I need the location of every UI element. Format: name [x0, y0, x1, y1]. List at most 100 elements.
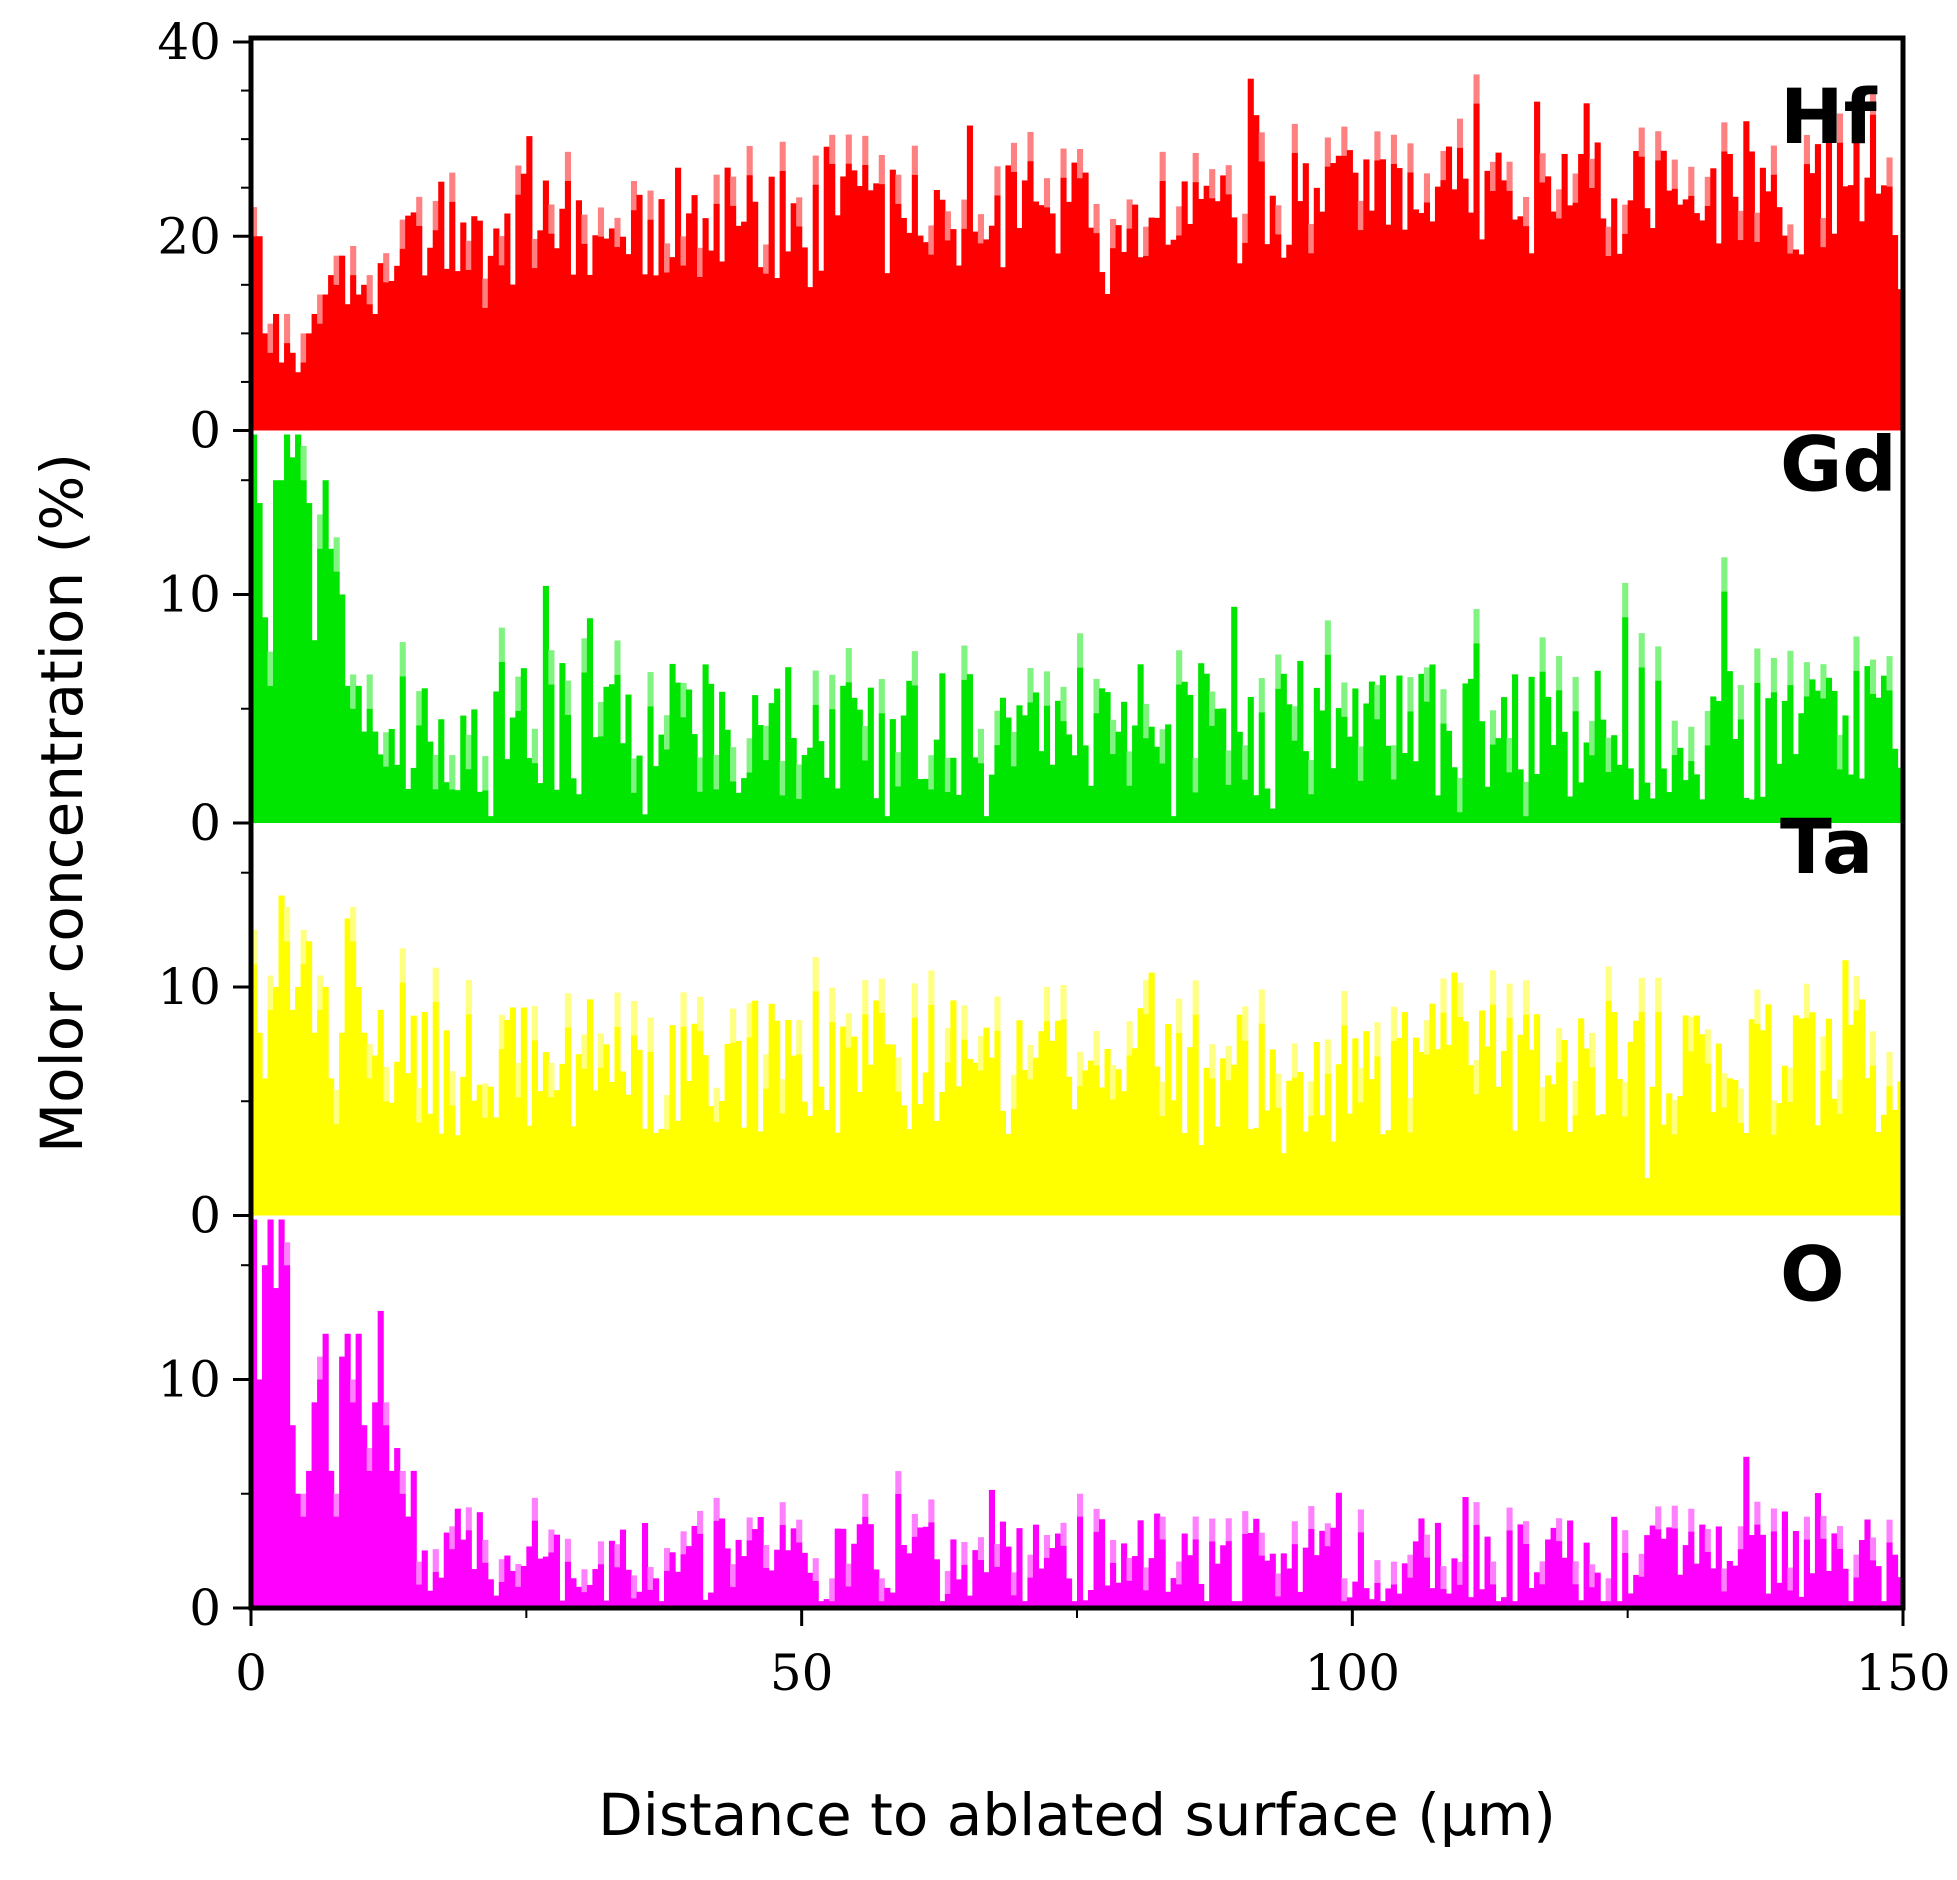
bar-o-max [1423, 1534, 1431, 1558]
bar-ta [1132, 1048, 1139, 1216]
bar-gd [757, 725, 764, 823]
bar-ta-max [1407, 1097, 1414, 1133]
bar-o-max [1803, 1516, 1810, 1540]
bar-ta [289, 1009, 296, 1216]
bar-gd [1126, 785, 1133, 823]
bar-ta [487, 1086, 494, 1216]
bar-ta [1594, 1115, 1601, 1216]
bar-gd [1770, 692, 1777, 823]
bar-ta [361, 1032, 368, 1216]
bar-hf-max [994, 166, 1001, 196]
bar-hf [1385, 224, 1392, 431]
bar-gd [1385, 745, 1392, 823]
bar-hf [994, 195, 1001, 431]
bar-gd [377, 754, 384, 823]
bar-ta [1649, 1086, 1656, 1216]
bar-hf [394, 265, 401, 431]
bar-ta [262, 1078, 269, 1216]
bar-hf [1016, 227, 1023, 431]
bar-o [1346, 1597, 1353, 1608]
bar-o-max [730, 1564, 737, 1588]
bar-ta [394, 1061, 401, 1216]
bar-gd [664, 749, 671, 823]
bar-gd-max [1209, 691, 1216, 726]
bar-ta [1622, 1116, 1629, 1216]
bar-ta-max [1787, 1067, 1794, 1102]
bar-gd [1583, 742, 1590, 823]
bar-o [1451, 1558, 1458, 1608]
bar-gd [1550, 745, 1557, 823]
bar-ta [1886, 1086, 1893, 1216]
bar-hf [1495, 152, 1502, 431]
bar-o [328, 1470, 335, 1608]
bar-hf [834, 215, 841, 431]
bar-o-max [416, 1561, 423, 1585]
bar-ta [1280, 1153, 1287, 1216]
bar-o [867, 1524, 874, 1608]
bar-hf [1005, 165, 1012, 431]
bar-ta [641, 1128, 649, 1216]
bar-ta [961, 1039, 968, 1216]
bar-o [961, 1564, 968, 1608]
bar-ta-max [515, 1063, 522, 1098]
bar-gd [1886, 690, 1893, 823]
bar-ta [1434, 1049, 1442, 1216]
bar-gd [823, 777, 830, 823]
bar-o-max [944, 1571, 951, 1594]
bar-ta-max [713, 1087, 720, 1123]
bar-hf [856, 186, 863, 431]
bar-ta [680, 1026, 687, 1216]
bar-o-max [862, 1493, 869, 1517]
bar-hf-max [1770, 145, 1777, 175]
bar-gd [829, 709, 836, 823]
bar-o [1556, 1541, 1563, 1608]
bar-ta [1743, 1133, 1750, 1216]
bar-o [1143, 1590, 1150, 1608]
bar-hf-max [1605, 226, 1612, 256]
bar-gd-max [449, 755, 456, 790]
bar-ta-max [895, 1057, 902, 1092]
bar-ta [284, 941, 291, 1216]
bar-o-max [1043, 1535, 1051, 1558]
bar-ta-max [829, 987, 836, 1022]
bar-hf [1825, 141, 1833, 431]
bar-gd [1335, 708, 1342, 823]
bar-o-max [977, 1537, 984, 1560]
bar-gd-max [746, 738, 753, 773]
bar-gd-max [1093, 678, 1100, 714]
bar-ta [1286, 1080, 1293, 1216]
bar-gd [311, 640, 318, 823]
bar-o [317, 1379, 324, 1608]
bar-gd [1176, 684, 1183, 823]
bar-gd [961, 679, 968, 823]
bar-hf [443, 268, 450, 431]
bar-o [443, 1532, 450, 1608]
bar-gd [1572, 711, 1579, 823]
bar-o-max [531, 1497, 538, 1521]
bar-ta-max [1275, 1073, 1282, 1108]
bar-o [1423, 1557, 1431, 1608]
bar-gd [1286, 704, 1293, 823]
bar-ta [443, 1030, 450, 1216]
bar-ta [1847, 1024, 1855, 1216]
bar-ta [1363, 1031, 1370, 1216]
bar-o [1126, 1580, 1133, 1608]
bar-ta [1478, 1010, 1486, 1216]
bar-o [1038, 1568, 1045, 1608]
bar-hf [702, 218, 709, 431]
bar-hf-max [1027, 132, 1034, 162]
bar-gd-max [548, 650, 555, 685]
bar-ta [1853, 1010, 1860, 1216]
bar-hf-max [1721, 122, 1728, 152]
bar-gd-max [564, 680, 571, 715]
bar-ta [1203, 1067, 1210, 1216]
bar-gd-max [944, 757, 951, 792]
bar-hf [1148, 217, 1155, 431]
bar-o [1798, 1596, 1805, 1608]
bar-o [1858, 1540, 1866, 1608]
bar-gd [1814, 690, 1821, 823]
bar-gd [1605, 771, 1612, 823]
bar-hf [559, 208, 566, 431]
bar-o [873, 1569, 880, 1608]
bar-hf-max [961, 199, 968, 229]
